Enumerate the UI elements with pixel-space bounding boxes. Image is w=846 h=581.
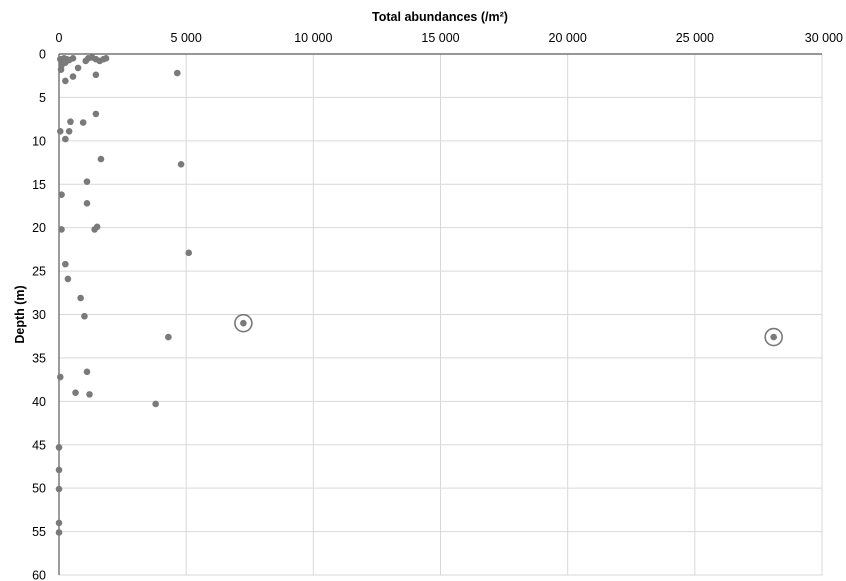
- y-tick-label: 10: [32, 134, 46, 148]
- data-point: [91, 226, 98, 233]
- data-point: [83, 200, 91, 207]
- data-point: [58, 191, 65, 198]
- data-point: [173, 69, 181, 77]
- x-tick-label: 15 000: [421, 31, 459, 45]
- x-tick-label: 30 000: [805, 31, 843, 45]
- data-point: [152, 400, 159, 408]
- data-point: [92, 71, 100, 79]
- data-point: [240, 319, 247, 327]
- data-point: [55, 519, 63, 527]
- data-point: [55, 444, 63, 451]
- x-tick-label: 10 000: [294, 31, 332, 45]
- highlight-ring: [234, 313, 253, 333]
- data-point: [58, 226, 65, 233]
- x-axis-title: Total abundances (/m²): [372, 10, 508, 24]
- y-tick-label: 30: [32, 308, 46, 322]
- y-tick-label: 35: [32, 351, 46, 365]
- data-point: [165, 333, 172, 341]
- data-point: [57, 66, 65, 73]
- y-tick-label: 40: [32, 395, 46, 409]
- data-point: [67, 118, 74, 126]
- data-point: [56, 373, 64, 381]
- data-point: [64, 275, 72, 283]
- gridlines: [59, 54, 823, 576]
- data-point: [65, 127, 73, 135]
- y-tick-label: 60: [32, 569, 46, 581]
- data-point: [770, 333, 777, 341]
- data-point: [62, 260, 69, 268]
- data-point: [83, 178, 91, 185]
- y-tick-label: 25: [32, 265, 46, 279]
- data-point: [185, 249, 193, 257]
- x-tick-label: 20 000: [549, 31, 587, 45]
- y-tick-labels: 0 5 10 15 20 25 30 35 40 45 50 55 60: [32, 48, 46, 581]
- data-point: [56, 127, 64, 135]
- y-tick-label: 55: [32, 525, 46, 539]
- y-tick-label: 0: [39, 48, 46, 62]
- data-point: [69, 55, 77, 62]
- data-point: [77, 294, 84, 302]
- highlight-rings: [234, 313, 783, 347]
- y-tick-label: 20: [32, 221, 46, 235]
- data-point: [62, 77, 69, 85]
- x-tick-labels: 0 5 000 10 000 15 000 20 000 25 000 30 000: [56, 31, 844, 45]
- data-point: [83, 368, 91, 376]
- x-tick-label: 0: [56, 31, 63, 45]
- x-tick-label: 25 000: [676, 31, 714, 45]
- data-point: [69, 73, 77, 80]
- data-point: [81, 312, 88, 320]
- data-point: [177, 160, 185, 168]
- data-point: [102, 55, 110, 62]
- data-point: [55, 529, 63, 536]
- data-point: [72, 389, 79, 396]
- y-axis-title: Depth (m): [13, 285, 27, 343]
- data-point: [74, 64, 82, 72]
- y-tick-label: 45: [32, 438, 46, 452]
- data-point: [55, 466, 63, 474]
- data-point: [92, 110, 100, 118]
- data-point: [62, 135, 69, 143]
- data-point: [55, 485, 63, 493]
- data-points: [55, 54, 777, 536]
- y-tick-label: 15: [32, 178, 46, 192]
- x-tick-label: 5 000: [171, 31, 202, 45]
- data-point: [97, 155, 105, 163]
- highlight-ring: [764, 327, 783, 347]
- data-point: [79, 119, 87, 126]
- y-tick-label: 50: [32, 482, 46, 496]
- y-tick-label: 5: [39, 91, 46, 105]
- data-point: [86, 391, 93, 398]
